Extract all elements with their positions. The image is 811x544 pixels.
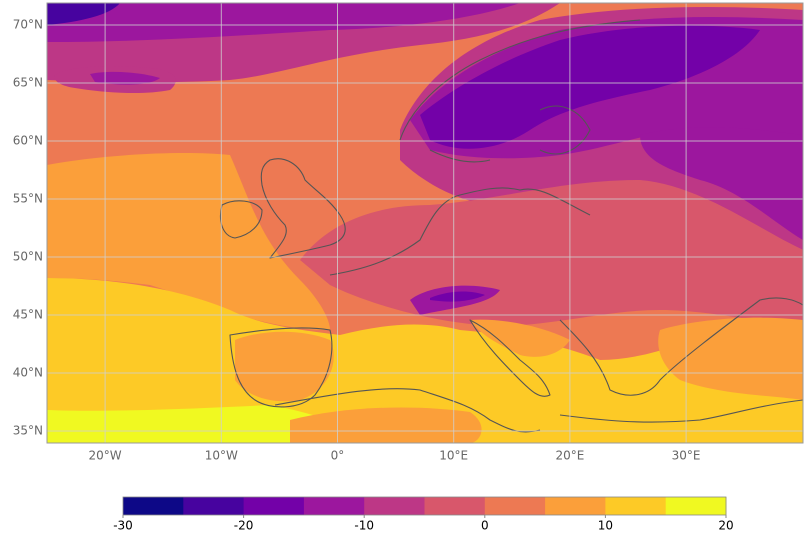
temperature-field <box>47 3 803 443</box>
colorbar-bin <box>364 497 425 515</box>
colorbar-bin <box>183 497 245 515</box>
lat-tick-label: 55°N <box>13 192 43 206</box>
lon-tick-label: 10°W <box>205 449 238 463</box>
colorbar-bin <box>424 497 486 515</box>
colorbar-bin <box>605 497 667 515</box>
lon-tick-label: 20°E <box>555 449 584 463</box>
lon-tick-label: 10°E <box>439 449 468 463</box>
colorbar-tick-label: -20 <box>234 519 254 533</box>
colorbar-tick-label: 10 <box>598 519 613 533</box>
colorbar-tick-label: -30 <box>113 519 133 533</box>
lat-tick-label: 50°N <box>13 250 43 264</box>
colorbar-bin <box>123 497 184 515</box>
colorbar-bin <box>484 497 546 515</box>
lat-tick-label: 35°N <box>13 424 43 438</box>
lat-tick-label: 70°N <box>13 18 43 32</box>
graticule <box>47 3 803 443</box>
map-frame <box>46 2 804 444</box>
lon-tick-label: 30°E <box>672 449 701 463</box>
colorbar-tick-label: 0 <box>481 519 489 533</box>
lon-tick-label: 20°W <box>89 449 122 463</box>
colorbar-bin <box>303 497 365 515</box>
colorbar-frame <box>122 496 727 516</box>
lat-tick-label: 45°N <box>13 308 43 322</box>
colorbar-tick-label: 20 <box>718 519 733 533</box>
colorbar-bin <box>545 497 606 515</box>
lon-tick-label: 0° <box>331 449 345 463</box>
lat-tick-label: 40°N <box>13 366 43 380</box>
colorbar-bin <box>243 497 305 515</box>
lat-tick-label: 60°N <box>13 134 43 148</box>
colorbar-bin <box>665 497 727 515</box>
colorbar-tick-label: -10 <box>354 519 374 533</box>
lat-tick-label: 65°N <box>13 76 43 90</box>
